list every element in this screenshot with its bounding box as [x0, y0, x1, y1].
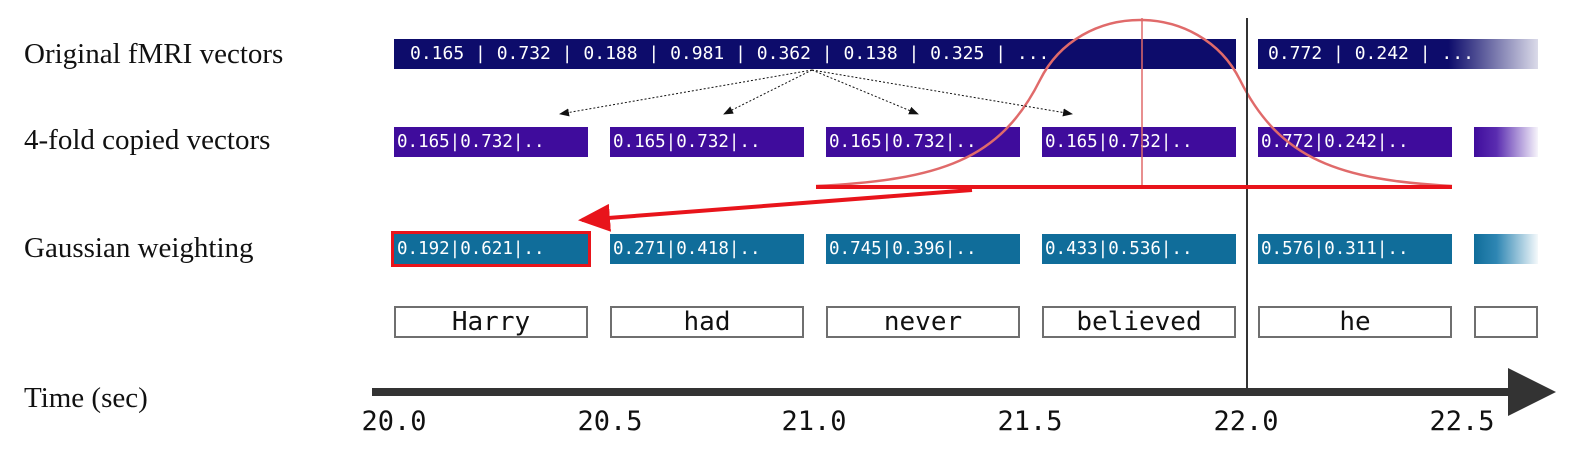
copied-vector-3: 0.165|0.732|..: [826, 127, 1020, 157]
time-tick-21-0: 21.0: [781, 406, 847, 437]
time-tick-20-0: 20.0: [361, 406, 427, 437]
gaussian-curve: [815, 18, 1453, 188]
time-tick-20-5: 20.5: [577, 406, 643, 437]
weighted-vector-fade: [1474, 234, 1538, 264]
label-original-fmri-vectors: Original fMRI vectors: [24, 38, 284, 70]
weighted-vector-5: 0.576|0.311|..: [1258, 234, 1452, 264]
copied-vector-fade: [1474, 127, 1538, 157]
copy-arrows: [559, 69, 1073, 117]
time-tick-22-5: 22.5: [1429, 406, 1495, 437]
weighted-vector-1-highlighted: 0.192|0.621|..: [391, 231, 591, 267]
time-tick-22-0: 22.0: [1213, 406, 1279, 437]
label-copied-vectors: 4-fold copied vectors: [24, 124, 271, 156]
copied-vector-2: 0.165|0.732|..: [610, 127, 804, 157]
original-vector-bar-1: 0.165 | 0.732 | 0.188 | 0.981 | 0.362 | …: [394, 39, 1236, 69]
word-box-6: [1474, 306, 1538, 338]
weighted-vector-4: 0.433|0.536|..: [1042, 234, 1236, 264]
word-box-5: he: [1258, 306, 1452, 338]
copied-vector-1: 0.165|0.732|..: [394, 127, 588, 157]
weighted-vector-3: 0.745|0.396|..: [826, 234, 1020, 264]
original-vector-bar-2: 0.772 | 0.242 | ...: [1258, 39, 1538, 69]
word-box-3: never: [826, 306, 1020, 338]
label-gaussian-weighting: Gaussian weighting: [24, 232, 254, 264]
weighting-arrow: [578, 188, 973, 232]
weighted-vector-2: 0.271|0.418|..: [610, 234, 804, 264]
label-time: Time (sec): [24, 382, 148, 414]
word-box-4: believed: [1042, 306, 1236, 338]
copied-vector-5: 0.772|0.242|..: [1258, 127, 1452, 157]
word-box-2: had: [610, 306, 804, 338]
word-box-1: Harry: [394, 306, 588, 338]
copied-vector-4: 0.165|0.732|..: [1042, 127, 1236, 157]
time-tick-21-5: 21.5: [997, 406, 1063, 437]
